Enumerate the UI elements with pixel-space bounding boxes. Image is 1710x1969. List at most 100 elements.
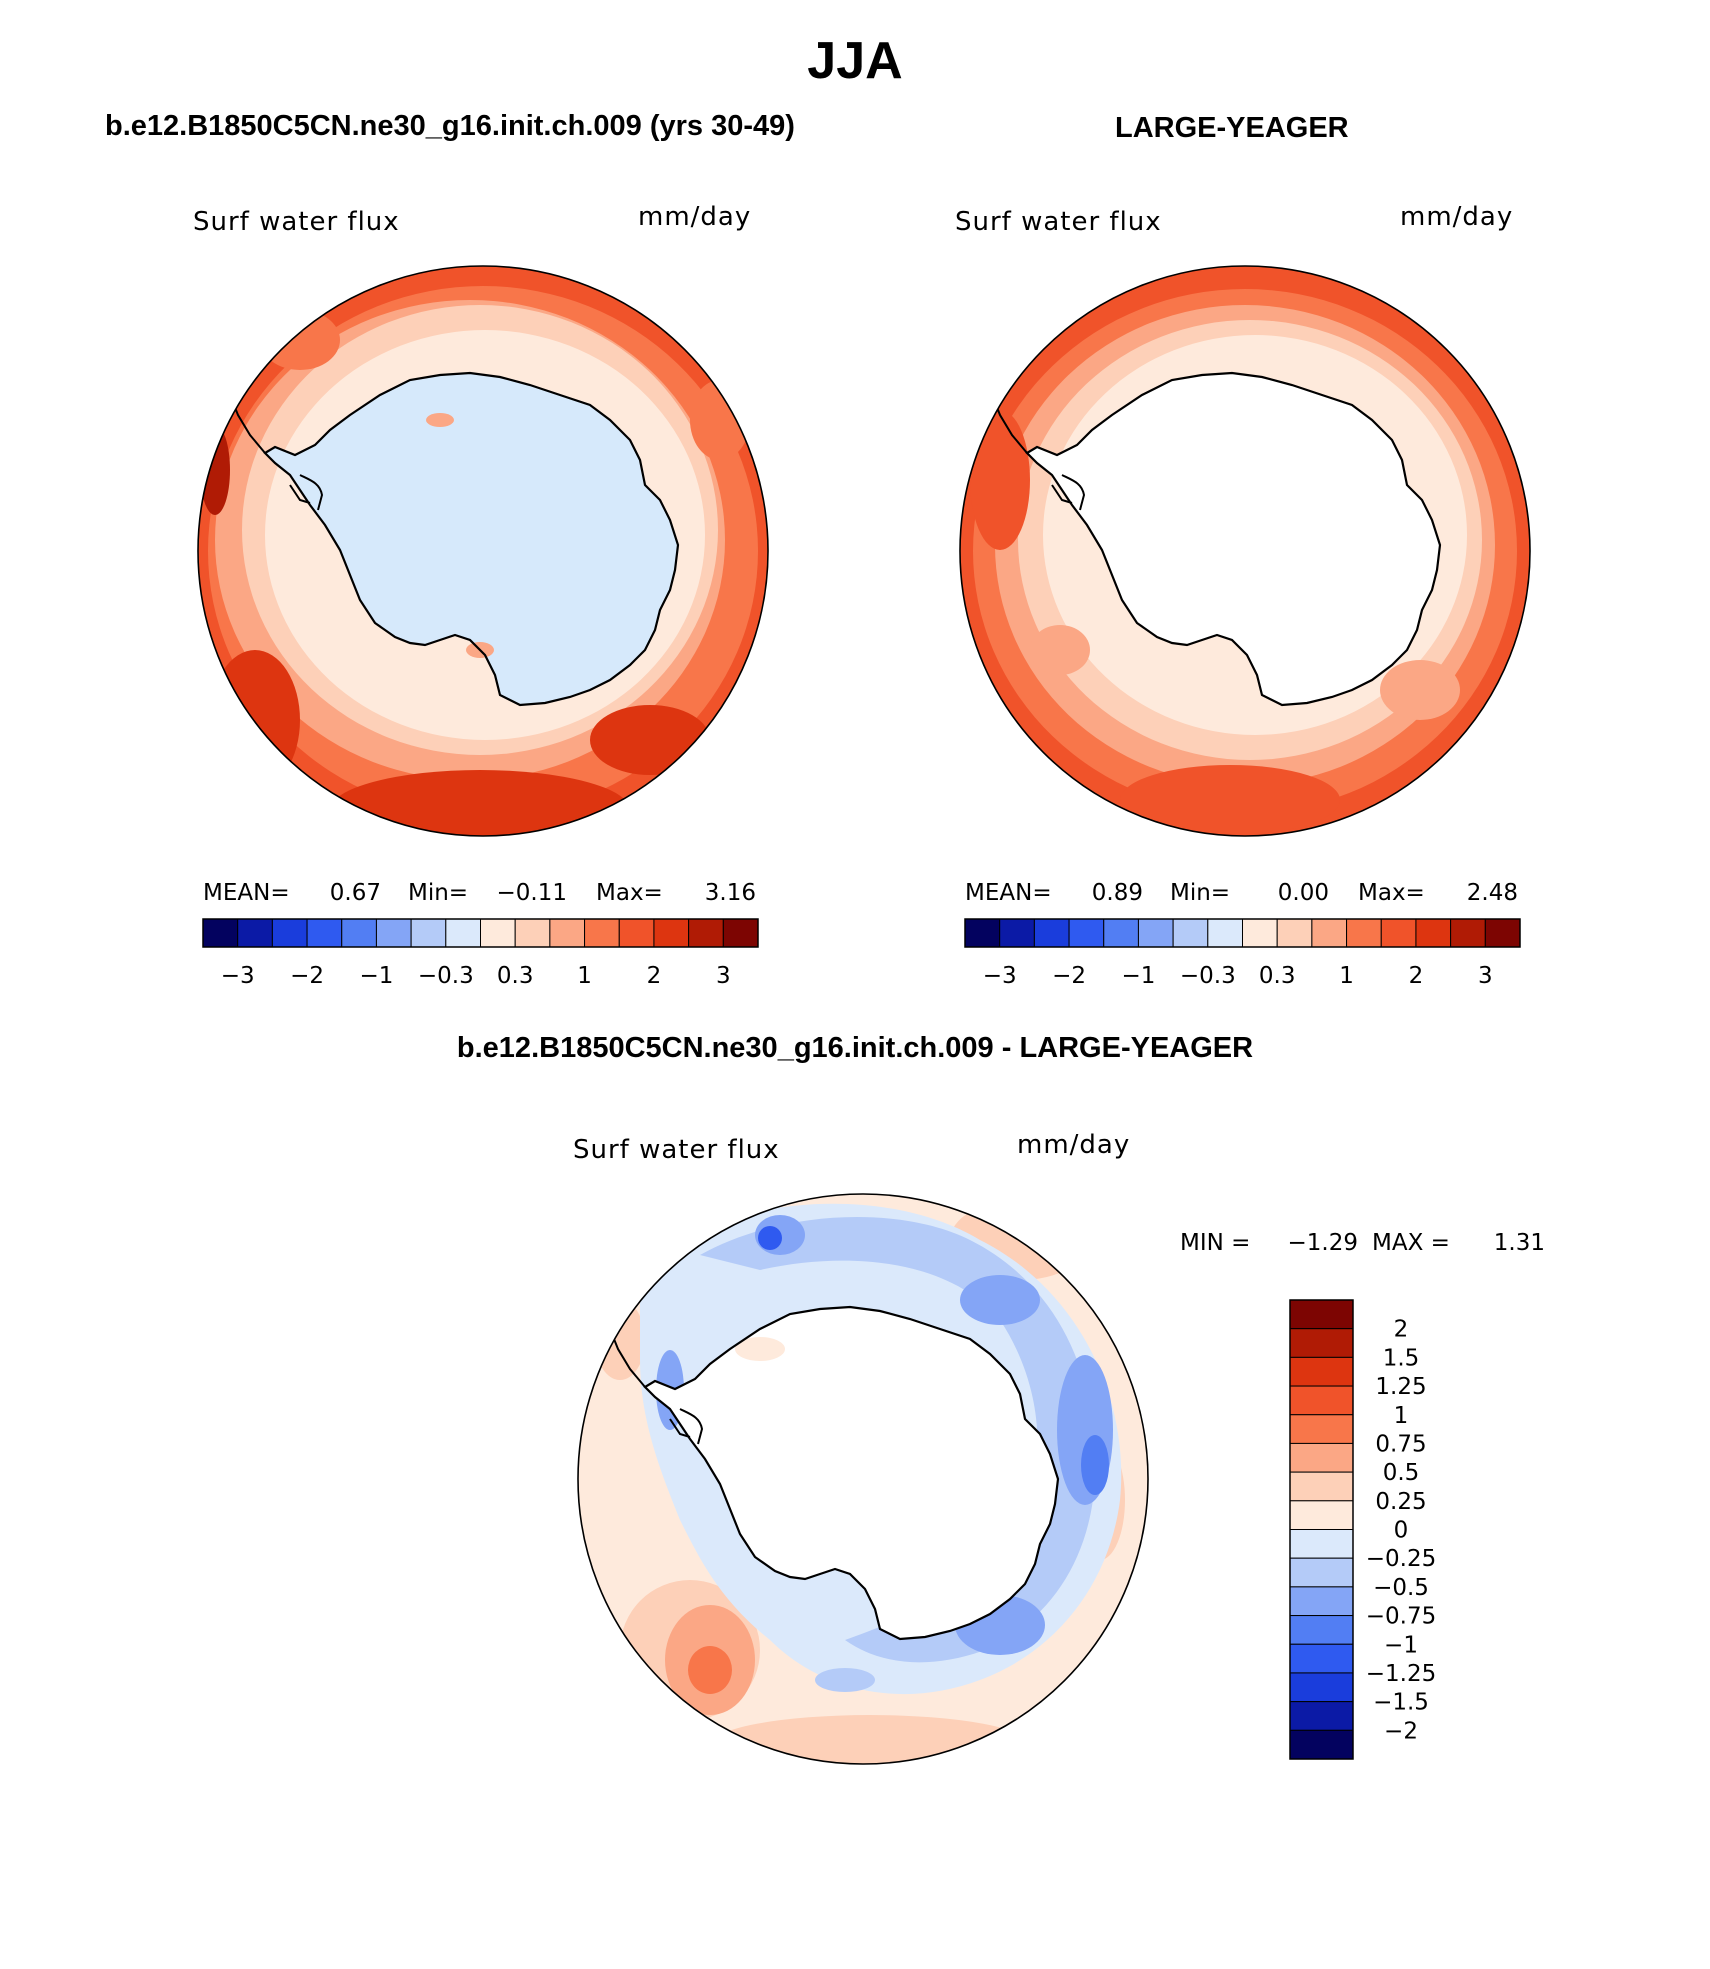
panel-left-max-label: Max= [596,880,663,906]
panel-left-map [198,266,768,836]
panel-right-colorbar-swatch [1242,918,1278,948]
panel-right-colorbar-tick-label: 1 [1339,963,1354,989]
panel-diff-colorbar-swatch [1289,1328,1354,1358]
panel-left-min-value: −0.11 [497,880,567,906]
panel-left-map-border [197,265,769,837]
panel-right-colorbar-frame [964,918,1521,948]
panel-diff-map [578,1194,1148,1764]
panel-diff-colorbar-tick-label: 0.75 [1375,1431,1426,1457]
panel-left: b.e12.B1850C5CN.ne30_g16.init.ch.009 (yr… [105,110,795,989]
panel-right-min-label: Min= [1170,880,1230,906]
panel-diff-colorbar-tick-label: −1.5 [1373,1690,1429,1716]
panel-left-title: b.e12.B1850C5CN.ne30_g16.init.ch.009 (yr… [105,110,795,142]
panel-right-colorbar-swatch [1415,918,1452,948]
panel-right-max-value: 2.48 [1467,880,1518,906]
panel-left-colorbar-tick-label: 2 [647,963,662,989]
panel-diff-colorbar-tick-label: 1.5 [1383,1345,1420,1371]
panel-diff-colorbar-tick-label: 0 [1394,1518,1409,1544]
panel-left-colorbar-swatch [549,918,586,948]
panel-diff-stats: MIN = −1.29 MAX = 1.31 [1180,1230,1545,1256]
panel-diff-min-value: −1.29 [1288,1230,1358,1256]
panel-left-stats: MEAN= 0.67 Min= −0.11 Max= 3.16 [203,880,756,906]
panel-right-units: mm/day [1400,202,1513,232]
panel-diff-units: mm/day [1017,1130,1130,1160]
panel-right-map [960,266,1530,836]
panel-diff-colorbar-swatch [1289,1471,1354,1502]
panel-diff-map-border [577,1193,1149,1765]
panel-right-colorbar-swatch [1103,918,1139,948]
panel-left-colorbar: −3 −2 −1 −0.3 0.3 1 2 3 [202,918,759,989]
panel-diff-colorbar-swatch [1289,1356,1354,1387]
panel-diff-colorbar: 21.5 1.25 10.75 0.5 0.25 0−0.25 −0.5 −0.75−1 −1.… [1289,1299,1436,1760]
panel-left-colorbar-swatch [584,918,620,948]
panel-diff-colorbar-swatch [1289,1643,1354,1674]
panel-diff: b.e12.B1850C5CN.ne30_g16.init.ch.009 - L… [457,1032,1545,1765]
panel-left-colorbar-swatch [653,918,690,948]
panel-diff-colorbar-tick-label: 0.25 [1375,1489,1426,1515]
panel-left-colorbar-tick-label: −0.3 [418,963,474,989]
panel-diff-colorbar-swatch [1289,1586,1354,1617]
panel-diff-colorbar-swatch [1289,1442,1354,1473]
panel-diff-colorbar-tick-label: 2 [1394,1317,1409,1343]
panel-right-colorbar-swatch [1311,918,1348,948]
panel-diff-colorbar-tick-label: 1 [1394,1403,1409,1429]
panel-diff-colorbar-swatch [1289,1299,1354,1330]
panel-right-stats: MEAN= 0.89 Min= 0.00 Max= 2.48 [965,880,1518,906]
panel-diff-min-label: MIN = [1180,1230,1250,1256]
panel-left-max-value: 3.16 [705,880,756,906]
panel-right-colorbar-tick-label: −0.3 [1180,963,1236,989]
panel-diff-colorbar-tick-label: −0.75 [1366,1604,1436,1630]
panel-right-colorbar-swatch [1276,918,1313,948]
panel-left-colorbar-swatch [445,918,481,948]
panel-right-colorbar-swatch [999,918,1035,948]
panel-left-colorbar-tick-label: −3 [221,963,255,989]
panel-left-units: mm/day [638,202,751,232]
panel-diff-colorbar-tick-label: −0.25 [1366,1546,1436,1572]
panel-left-colorbar-tick-label: 3 [716,963,731,989]
panel-left-colorbar-swatch [618,918,655,948]
panel-left-colorbar-tick-label: 1 [577,963,592,989]
panel-right-colorbar-swatch [1380,918,1417,948]
panel-left-colorbar-swatch [375,918,412,948]
panel-diff-colorbar-swatch [1289,1672,1354,1703]
panel-diff-colorbar-swatch [1289,1729,1354,1760]
panel-right-colorbar-swatch [1484,918,1521,948]
panel-right-colorbar-tick-label: −2 [1052,963,1086,989]
panel-diff-max-label: MAX = [1372,1230,1450,1256]
panel-left-colorbar-swatch [202,918,239,948]
panel-left-min-label: Min= [408,880,468,906]
panel-diff-colorbar-swatch [1289,1615,1354,1645]
panel-left-colorbar-swatch [514,918,551,948]
panel-diff-colorbar-swatch [1289,1557,1354,1588]
panel-left-colorbar-swatch [722,918,759,948]
panel-right-max-label: Max= [1358,880,1425,906]
panel-left-colorbar-swatch [237,918,273,948]
panel-diff-colorbar-swatch [1289,1385,1354,1416]
panel-diff-colorbar-tick-label: −1.25 [1366,1661,1436,1687]
panel-diff-colorbar-tick-label: −0.5 [1373,1575,1429,1601]
panel-right-map-border [959,265,1531,837]
panel-left-colorbar-swatch [271,918,308,948]
panel-right-colorbar-swatch [1068,918,1105,948]
panel-diff-colorbar-swatch [1289,1500,1354,1530]
panel-left-colorbar-frame [202,918,759,948]
panel-left-colorbar-tick-label: 0.3 [497,963,534,989]
figure-title: JJA [807,32,902,90]
panel-left-colorbar-swatch [341,918,377,948]
panel-left-colorbar-swatch [306,918,343,948]
panel-right-colorbar-tick-label: 2 [1409,963,1424,989]
panel-diff-colorbar-frame [1289,1299,1354,1760]
panel-right-colorbar-tick-label: 0.3 [1259,963,1296,989]
panel-right-colorbar-swatch [1172,918,1209,948]
panel-left-colorbar-swatch [480,918,516,948]
panel-right-min-value: 0.00 [1278,880,1329,906]
panel-right-colorbar-swatch [1346,918,1382,948]
panel-diff-colorbar-tick-label: 0.5 [1383,1460,1420,1486]
panel-diff-colorbar-swatch [1289,1414,1354,1444]
panel-diff-variable: Surf water flux [573,1135,780,1165]
panel-right-colorbar-tick-label: −3 [983,963,1017,989]
panel-right: LARGE-YEAGER Surf water flux mm/day MEAN… [955,112,1531,989]
panel-right-colorbar-tick-label: 3 [1478,963,1493,989]
panel-left-colorbar-swatch [410,918,447,948]
